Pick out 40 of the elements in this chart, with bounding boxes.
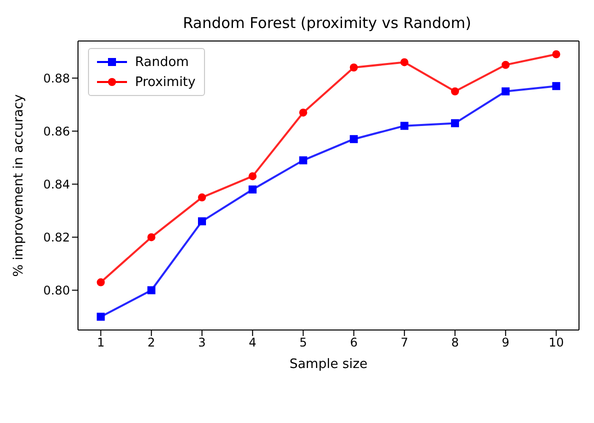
point [96,278,105,286]
x-tick-label: 8 [451,336,459,350]
x-tick-label: 7 [400,336,408,350]
point [502,60,510,69]
y-axis-title: % improvement in accuracy [12,94,27,277]
point [248,185,257,194]
x-tick-label: 6 [350,336,358,350]
point [198,217,206,226]
point [350,135,358,144]
point [299,156,308,164]
y-tick-label: 0.86 [43,124,70,138]
x-tick-label: 3 [198,336,206,350]
y-tick-label: 0.82 [43,230,70,244]
y-tick-label: 0.88 [43,71,70,86]
point [299,108,308,117]
x-tick-label: 10 [548,336,564,350]
y-tick-label: 0.84 [43,177,70,192]
point [502,87,510,96]
legend-label: Random [135,54,189,70]
point [400,122,408,130]
point [350,64,358,72]
point [451,87,460,96]
x-axis-title: Sample size [289,357,368,372]
y-tick-label: 0.80 [43,283,70,298]
point [147,233,156,242]
chart-title: Random Forest (proximity vs Random) [182,14,472,32]
point [147,286,156,294]
x-tick-label: 9 [502,336,510,350]
point [552,50,560,58]
x-tick-label: 4 [248,336,256,350]
point [248,172,257,180]
x-tick-label: 2 [148,336,156,350]
point [451,119,460,128]
point [400,58,408,66]
x-tick-label: 5 [299,336,308,350]
point [96,312,105,321]
legend-label: Proximity [135,74,196,90]
point [552,82,560,90]
x-tick-label: 1 [96,336,105,350]
point [198,193,206,202]
